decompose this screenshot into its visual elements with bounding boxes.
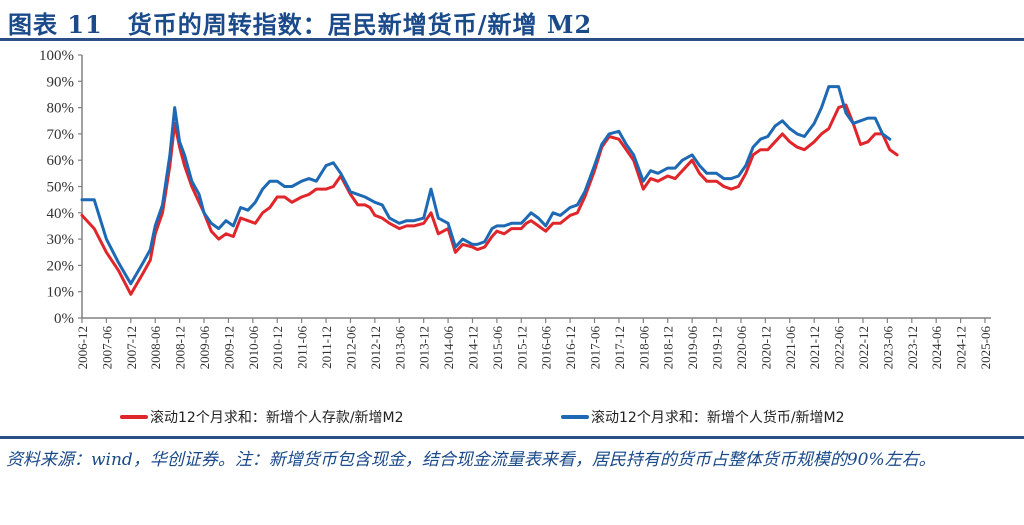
x-tick-label: 2020-12: [758, 326, 773, 369]
x-tick-label: 2023-12: [905, 326, 920, 369]
x-tick-label: 2013-12: [417, 326, 432, 369]
x-tick-label: 2018-06: [636, 326, 651, 370]
x-tick-label: 2025-06: [978, 326, 993, 370]
x-tick-label: 2008-06: [148, 326, 163, 370]
chart-area: 0% 10% 20% 30% 40% 50% 60% 70% 80% 90% 100% 2006-1…: [0, 42, 1024, 434]
source-note: 资料来源：wind，华创证券。注：新增货币包含现金，结合现金流量表来看，居民持有…: [6, 450, 936, 470]
x-tick-label: 2012-06: [343, 326, 358, 370]
x-tick-label: 2013-06: [392, 326, 407, 370]
y-tick-label: 10%: [47, 285, 75, 301]
x-tick-label: 2020-06: [734, 326, 749, 370]
x-tick-label: 2010-06: [246, 326, 261, 370]
legend: 滚动12个月求和：新增个人存款/新增M2 滚动12个月求和：新增个人货币/新增M…: [0, 404, 1024, 428]
x-tick-label: 2012-12: [368, 326, 383, 369]
y-tick-label: 50%: [47, 180, 75, 196]
x-tick-label: 2015-06: [490, 326, 505, 370]
source-divider: [0, 436, 1024, 439]
x-tick-label: 2008-12: [173, 326, 188, 369]
y-tick-label: 30%: [47, 232, 75, 248]
x-tick-label: 2010-12: [270, 326, 285, 369]
x-axis: 2006-12 2007-06 2007-12 2008-06 2008-12 2009-…: [75, 317, 993, 370]
x-tick-label: 2019-12: [710, 326, 725, 369]
x-tick-label: 2024-06: [929, 326, 944, 370]
x-tick-label: 2022-12: [856, 326, 871, 369]
legend-swatch-blue-icon: [561, 415, 589, 419]
x-tick-label: 2024-12: [954, 326, 969, 369]
x-tick-label: 2023-06: [880, 326, 895, 370]
x-tick-label: 2011-12: [319, 326, 334, 369]
x-tick-label: 2019-06: [685, 326, 700, 370]
x-tick-label: 2007-12: [124, 326, 139, 369]
title-divider: [0, 38, 1024, 41]
x-tick-label: 2009-06: [197, 326, 212, 370]
y-tick-label: 40%: [47, 206, 75, 222]
y-tick-label: 70%: [47, 127, 75, 143]
x-tick-label: 2018-12: [661, 326, 676, 369]
title-bar: 图表 11 货币的周转指数：居民新增货币/新增 M2: [0, 0, 1024, 41]
y-tick-label: 80%: [47, 101, 75, 117]
legend-item-deposit: 滚动12个月求和：新增个人存款/新增M2: [120, 407, 404, 427]
series-line-money: [80, 85, 892, 286]
x-tick-label: 2016-12: [563, 326, 578, 369]
x-tick-label: 2021-12: [807, 326, 822, 369]
y-tick-label: 0%: [54, 311, 74, 327]
series-layer: [80, 85, 899, 296]
x-tick-label: 2021-06: [783, 326, 798, 370]
y-tick-label: 60%: [47, 153, 75, 169]
line-chart: 0% 10% 20% 30% 40% 50% 60% 70% 80% 90% 100% 2006-1…: [39, 48, 993, 370]
y-tick-label: 100%: [39, 48, 74, 64]
series-line-deposit: [80, 103, 899, 296]
chart-title: 图表 11 货币的周转指数：居民新增货币/新增 M2: [8, 10, 593, 39]
y-tick-label: 90%: [47, 74, 75, 90]
x-tick-label: 2014-12: [465, 326, 480, 369]
x-tick-label: 2017-06: [588, 326, 603, 370]
x-tick-label: 2009-12: [221, 326, 236, 369]
legend-item-money: 滚动12个月求和：新增个人货币/新增M2: [561, 407, 845, 427]
legend-label-money: 滚动12个月求和：新增个人货币/新增M2: [591, 410, 845, 426]
x-tick-label: 2011-06: [295, 326, 310, 369]
x-tick-label: 2014-06: [441, 326, 456, 370]
y-axis: 0% 10% 20% 30% 40% 50% 60% 70% 80% 90% 100%: [39, 48, 83, 327]
x-tick-label: 2022-06: [832, 326, 847, 370]
legend-label-deposit: 滚动12个月求和：新增个人存款/新增M2: [150, 410, 404, 426]
x-tick-label: 2017-12: [612, 326, 627, 369]
y-tick-label: 20%: [47, 258, 75, 274]
x-tick-label: 2015-12: [514, 326, 529, 369]
x-tick-label: 2006-12: [75, 326, 90, 369]
x-tick-label: 2016-06: [539, 326, 554, 370]
legend-swatch-red-icon: [120, 415, 148, 419]
x-tick-label: 2007-06: [99, 326, 114, 370]
